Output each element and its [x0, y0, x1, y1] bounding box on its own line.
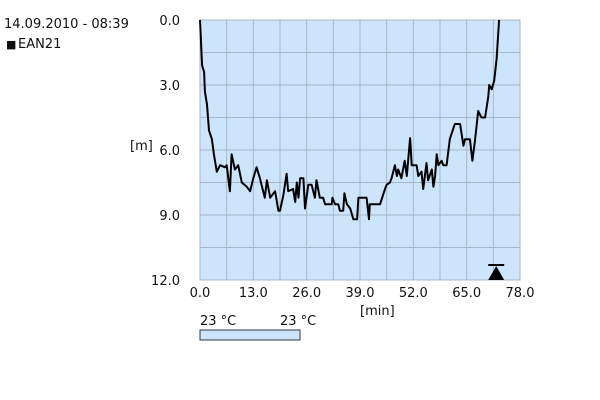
colorbar-max-label: 23 °C: [280, 314, 316, 329]
x-tick-label: 26.0: [292, 286, 321, 301]
x-tick-label: 13.0: [239, 286, 268, 301]
legend-label: EAN21: [18, 37, 61, 52]
x-axis-label: [min]: [360, 304, 395, 319]
y-tick-label: 6.0: [159, 144, 180, 159]
series-line-ean21: [199, 19, 501, 221]
triangle-marker-icon: [488, 264, 505, 280]
x-tick-label: 0.0: [190, 286, 211, 301]
y-tick-label: 9.0: [159, 209, 180, 224]
y-tick-label: 0.0: [159, 14, 180, 29]
x-tick-label: 52.0: [399, 286, 428, 301]
y-ticks: 0.0 3.0 6.0 9.0 12.0: [151, 14, 180, 289]
marker-triangle: [488, 266, 505, 280]
y-tick-label: 3.0: [159, 79, 180, 94]
x-tick-label: 65.0: [452, 286, 481, 301]
x-tick-label: 78.0: [506, 286, 535, 301]
x-tick-label: 39.0: [346, 286, 375, 301]
x-ticks: 0.0 13.0 26.0 39.0 52.0 65.0 78.0: [190, 286, 535, 301]
grid: [199, 19, 521, 281]
dive-datetime: 14.09.2010 - 08:39: [4, 17, 129, 32]
legend-marker: ■: [6, 38, 16, 51]
y-axis-label: [m]: [130, 139, 153, 154]
colorbar-min-label: 23 °C: [200, 314, 236, 329]
y-tick-label: 12.0: [151, 274, 180, 289]
temperature-colorbar: [199, 329, 301, 341]
